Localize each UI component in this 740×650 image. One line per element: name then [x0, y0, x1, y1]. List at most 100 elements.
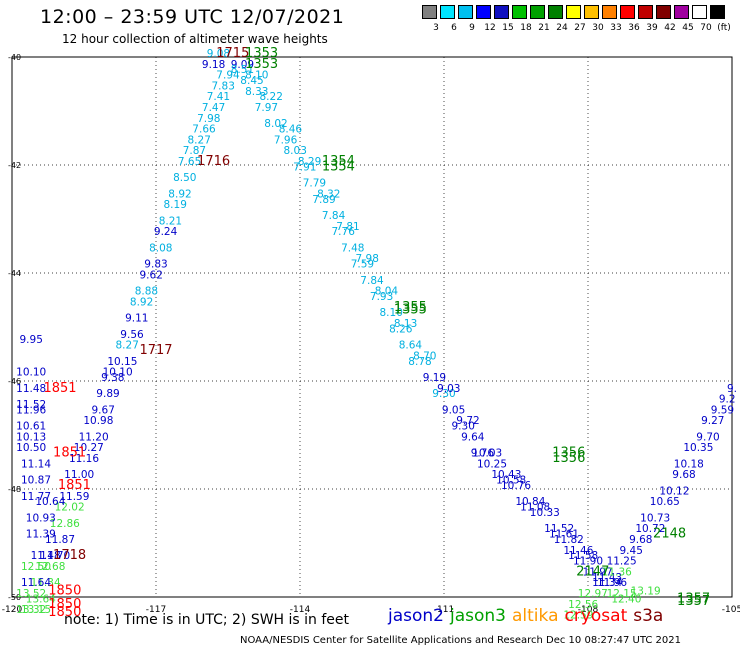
data-point: 13.19: [631, 585, 661, 597]
data-point: 8.27: [188, 134, 211, 146]
data-point: 11.16: [69, 453, 99, 465]
x-tick-label: -111: [434, 605, 454, 615]
data-point: 11.48: [16, 383, 46, 395]
data-point: 8.27: [116, 340, 139, 352]
time-label: 1354: [322, 159, 355, 174]
scale-swatch: [692, 5, 707, 19]
time-label: 1850: [48, 597, 81, 612]
data-point: 7.98: [356, 253, 379, 265]
scale-swatch: [602, 5, 617, 19]
plot-frame: [11, 56, 733, 598]
scale-label: 3: [433, 23, 439, 33]
data-point: 8.88: [135, 286, 158, 298]
data-point: 12.02: [55, 502, 85, 514]
scale-label: (ft): [717, 23, 731, 33]
time-label: 2148: [653, 527, 686, 542]
scale-label: 70: [700, 23, 712, 33]
scale-label: 9: [469, 23, 475, 33]
satellite-legend-item: cryosat: [564, 606, 628, 626]
time-label: 1357: [677, 594, 710, 609]
scale-label: 30: [592, 23, 604, 33]
y-tick-label: -46: [8, 377, 21, 386]
data-point: 9.27: [701, 415, 724, 427]
scale-label: 24: [556, 23, 568, 33]
data-point: 9.30: [432, 388, 455, 400]
data-point: 9.59: [711, 404, 734, 416]
scale-swatch: [566, 5, 581, 19]
data-point: 10.27: [74, 442, 104, 454]
data-point: 7.93: [370, 291, 393, 303]
data-point: 11.64: [21, 577, 51, 589]
data-point: 11.59: [59, 491, 89, 503]
data-point: 9.89: [96, 388, 119, 400]
data-point: 8.10: [245, 70, 268, 82]
y-tick-label: -40: [8, 53, 21, 62]
data-point: 12.86: [50, 518, 80, 530]
data-point: 10.25: [477, 458, 507, 470]
scale-label: 27: [574, 23, 586, 33]
time-label: 1355: [394, 303, 427, 318]
data-point: 9.68: [629, 534, 652, 546]
data-point: 10.10: [103, 367, 133, 379]
data-point: 12.15: [607, 588, 637, 600]
data-point: 7.96: [274, 134, 298, 146]
data-point: 7.47: [202, 102, 225, 114]
data-point: 11.14: [21, 458, 51, 470]
scale-label: 36: [628, 23, 640, 33]
data-point: 12.68: [35, 561, 65, 573]
data-point: 11.96: [16, 404, 46, 416]
data-point: 7.76: [332, 226, 356, 238]
satellite-legend-item: altika: [512, 606, 559, 626]
data-point: 9.11: [125, 313, 148, 325]
data-point: 9.70: [696, 431, 719, 443]
data-point: 11.52: [544, 523, 574, 535]
data-point: 7.41: [207, 91, 230, 103]
data-point: 7.94: [216, 70, 240, 82]
scale-label: 33: [610, 23, 622, 33]
data-point: 7.97: [255, 102, 278, 114]
data-point: 11.58: [568, 550, 598, 562]
data-point: 11.97: [583, 566, 613, 578]
time-label: 1354: [322, 154, 355, 169]
data-point: 8.45: [240, 75, 263, 87]
data-point: 11.34: [592, 577, 622, 589]
time-label: 1718: [53, 548, 86, 563]
data-point: 10.12: [659, 485, 689, 497]
data-point: 9.05: [442, 404, 465, 416]
data-point: 10.35: [683, 442, 713, 454]
data-point: 8.78: [408, 356, 431, 368]
satellite-legend: jason2 jason3 altika cryosat s3a: [388, 606, 669, 626]
footer-credit: NOAA/NESDIS Center for Satellite Applica…: [240, 635, 682, 646]
data-point: 9.30: [452, 421, 475, 433]
data-point: 11.77: [21, 491, 51, 503]
data-point: 9.03: [437, 383, 460, 395]
data-point: 8.26: [389, 323, 413, 335]
x-tick-label: -114: [290, 605, 311, 615]
y-tick-label: -50: [8, 593, 21, 602]
data-point: 11.61: [549, 529, 579, 541]
data-point: 8.70: [413, 350, 436, 362]
data-point: 8.92: [168, 188, 191, 200]
data-point: 8.33: [245, 86, 268, 98]
time-label: 1355: [394, 300, 427, 315]
data-point: 11.00: [64, 469, 94, 481]
data-point: 8.46: [279, 124, 303, 136]
time-label: 2147: [576, 564, 609, 579]
data-point: 10.61: [16, 421, 46, 433]
data-point: 9.08: [207, 48, 230, 60]
data-point: 8.02: [264, 118, 287, 130]
data-point: 10.65: [650, 496, 680, 508]
data-point: 9.: [727, 383, 737, 395]
data-point: 7.98: [197, 113, 220, 125]
scale-swatch: [422, 5, 437, 19]
data-point: 10.58: [496, 475, 526, 487]
data-point: 10.73: [640, 512, 670, 524]
data-point: 7.79: [303, 178, 326, 190]
data-point: 12.59: [563, 610, 593, 622]
time-label: 1353: [245, 46, 278, 61]
scale-swatch: [476, 5, 491, 19]
data-point: 11.08: [520, 502, 550, 514]
time-label: 1851: [43, 381, 76, 396]
scale-swatch: [674, 5, 689, 19]
data-point: 8.29: [298, 156, 321, 168]
